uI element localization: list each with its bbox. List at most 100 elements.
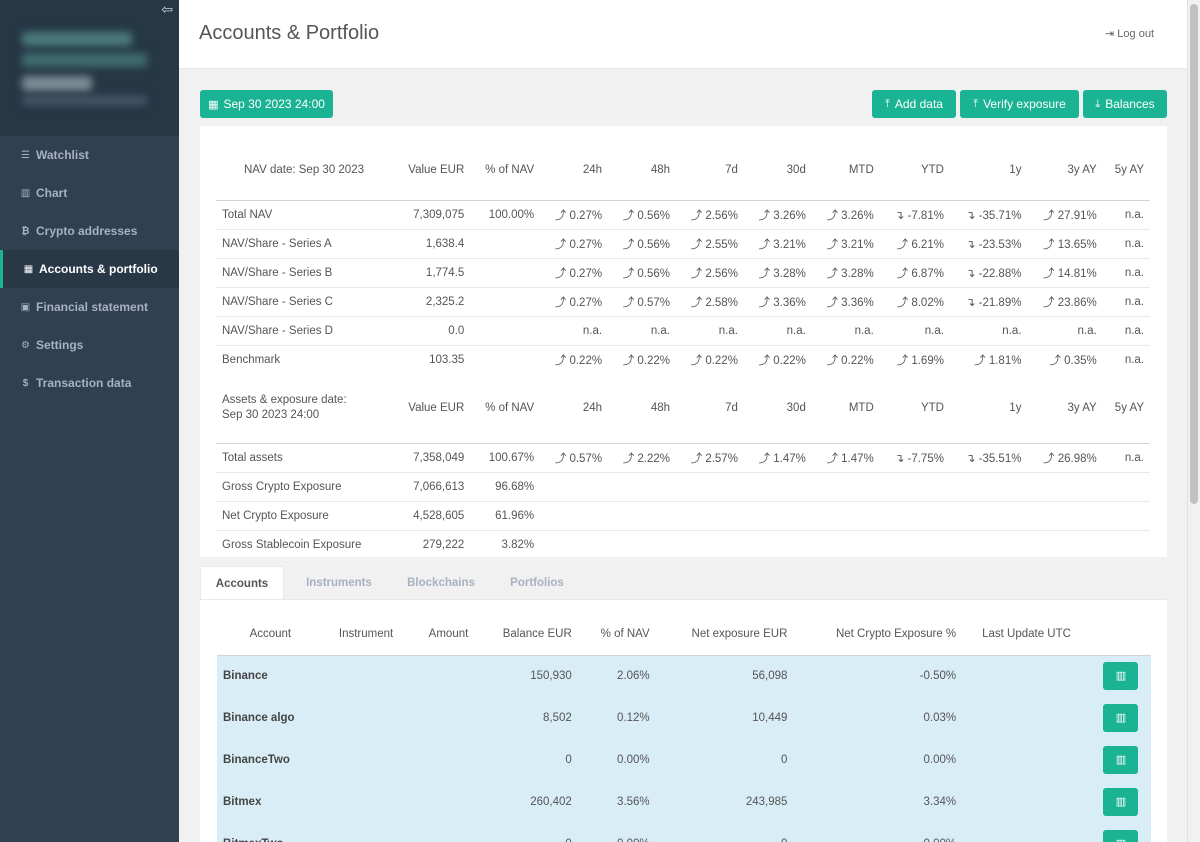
table-row[interactable]: Binance algo 8,502 0.12% 10,449 0.03% ▥ bbox=[217, 697, 1151, 739]
logout-link[interactable]: ⇥ Log out bbox=[1105, 27, 1154, 40]
tab-instruments[interactable]: Instruments bbox=[306, 577, 372, 589]
tab-portfolios[interactable]: Portfolios bbox=[510, 577, 564, 589]
vertical-scrollbar[interactable] bbox=[1187, 0, 1200, 842]
net-crypto-exposure-pct: 0.03% bbox=[793, 697, 963, 739]
sidebar-item-label: Accounts & portfolio bbox=[39, 262, 158, 276]
table-row[interactable]: BitmexTwo00.00%00.00%▥ bbox=[217, 823, 1151, 842]
perf-cell: ⤴ 2.56% bbox=[676, 199, 744, 229]
perf-value: 0.22% bbox=[841, 354, 874, 367]
value-eur: 7,066,613 bbox=[392, 471, 471, 501]
scrollbar-thumb[interactable] bbox=[1190, 4, 1198, 504]
arrow-down-icon: ↴ bbox=[965, 267, 979, 280]
empty-cell bbox=[811, 529, 880, 559]
perf-value: 0.22% bbox=[569, 354, 603, 367]
perf-value: 0.22% bbox=[705, 354, 738, 367]
perf-cell: ⤴ 0.56% bbox=[608, 228, 676, 258]
perf-value: 2.57% bbox=[705, 452, 738, 465]
tab-blockchains[interactable]: Blockchains bbox=[407, 577, 475, 589]
sidebar: ⇦ ☰ Watchlist ▥ Chart ₿ Crypto addresses ▦ Acco… bbox=[0, 0, 179, 842]
account-chart-button[interactable]: ▥ bbox=[1103, 704, 1139, 732]
perf-cell: ⤴ 3.26% bbox=[743, 199, 812, 229]
perf-cell: n.a. bbox=[676, 315, 744, 345]
arrow-up-icon: ⤴ bbox=[896, 296, 912, 309]
instrument bbox=[323, 781, 409, 823]
perf-cell: n.a. bbox=[1102, 199, 1150, 229]
sidebar-item-accounts-portfolio[interactable]: ▦ Accounts & portfolio bbox=[0, 250, 179, 288]
sidebar-item-watchlist[interactable]: ☰ Watchlist bbox=[0, 136, 179, 174]
perf-cell: ⤴ 0.22% bbox=[743, 344, 812, 374]
perf-value: 2.56% bbox=[705, 209, 738, 222]
perf-cell: ⤴ 2.58% bbox=[676, 286, 744, 316]
pct-of-nav: 3.56% bbox=[577, 781, 656, 823]
date-picker-button[interactable]: ▦ Sep 30 2023 24:00 bbox=[200, 90, 333, 118]
sidebar-item-chart[interactable]: ▥ Chart bbox=[0, 174, 179, 212]
perf-cell: ⤴ 27.91% bbox=[1027, 199, 1103, 229]
balances-button[interactable]: ⤓ Balances bbox=[1083, 90, 1167, 118]
arrow-up-icon: ⤴ bbox=[554, 296, 570, 309]
arrow-up-icon: ⤴ bbox=[758, 296, 774, 309]
column-header: 48h bbox=[650, 402, 670, 415]
account-chart-button[interactable]: ▥ bbox=[1103, 788, 1139, 816]
row-label: NAV/Share - Series A bbox=[216, 228, 393, 258]
collapse-sidebar-icon[interactable]: ⇦ bbox=[161, 1, 173, 17]
perf-cell: ⤴ 2.56% bbox=[676, 257, 744, 287]
empty-cell bbox=[949, 529, 1028, 559]
column-header: 30d bbox=[786, 402, 806, 415]
sidebar-item-label: Financial statement bbox=[36, 300, 149, 314]
sidebar-nav: ☰ Watchlist ▥ Chart ₿ Crypto addresses ▦ Accoun… bbox=[0, 136, 179, 402]
pct-of-nav: 100.67% bbox=[470, 442, 541, 472]
perf-cell: n.a. bbox=[608, 315, 676, 345]
arrow-up-icon: ⤴ bbox=[622, 238, 638, 251]
perf-cell: ⤴ 13.65% bbox=[1027, 228, 1103, 258]
perf-value: -7.75% bbox=[907, 452, 944, 465]
sidebar-item-financial-statement[interactable]: ▣ Financial statement bbox=[0, 288, 179, 326]
perf-cell: ↴ -7.75% bbox=[879, 442, 950, 472]
empty-cell bbox=[1102, 500, 1150, 530]
account-chart-button[interactable]: ▥ bbox=[1103, 830, 1139, 842]
nav-row: NAV/Share - Series B 1,774.5 ⤴ 0.27% ⤴ 0.56… bbox=[216, 257, 1150, 287]
add-data-button[interactable]: ⤒ Add data bbox=[872, 90, 956, 118]
last-update bbox=[962, 823, 1091, 842]
arrow-up-icon: ⤴ bbox=[690, 296, 706, 309]
accounts-tab-panel: Account Instrument Amount Balance EUR% of N… bbox=[200, 599, 1167, 842]
last-update bbox=[962, 697, 1091, 739]
perf-cell: ⤴ 14.81% bbox=[1027, 257, 1103, 287]
perf-value: 2.56% bbox=[705, 267, 738, 280]
column-header: Amount bbox=[408, 614, 475, 656]
column-header bbox=[1090, 614, 1151, 656]
empty-cell bbox=[743, 500, 812, 530]
amount bbox=[408, 739, 475, 781]
table-row[interactable]: Binance 150,930 2.06% 56,098 -0.50% ▥ bbox=[217, 655, 1151, 697]
perf-cell: n.a. bbox=[743, 315, 812, 345]
amount bbox=[408, 781, 475, 823]
account-chart-button[interactable]: ▥ bbox=[1103, 746, 1139, 774]
perf-cell: ↴ -35.51% bbox=[949, 442, 1028, 472]
perf-cell: ⤴ 0.57% bbox=[540, 442, 609, 472]
nav-row: NAV/Share - Series D 0.0 n.a. n.a. n.a. n.a. n… bbox=[216, 315, 1150, 345]
table-row[interactable]: Bitmex 260,402 3.56% 243,985 3.34% ▥ bbox=[217, 781, 1151, 823]
perf-cell: n.a. bbox=[811, 315, 880, 345]
table-row[interactable]: BinanceTwo 0 0.00% 0 0.00% ▥ bbox=[217, 739, 1151, 781]
perf-cell: ⤴ 1.47% bbox=[811, 442, 880, 472]
perf-value: 2.58% bbox=[705, 296, 738, 309]
nav-row: Total NAV 7,309,075 100.00% ⤴ 0.27% ⤴ 0.56% ⤴… bbox=[216, 199, 1150, 229]
sidebar-item-settings[interactable]: ⚙ Settings bbox=[0, 326, 179, 364]
column-header: Net exposure EUR bbox=[655, 614, 794, 656]
perf-value: 0.27% bbox=[569, 267, 603, 280]
perf-value: 0.57% bbox=[569, 452, 603, 465]
column-header: Assets & exposure date: Sep 30 2023 24:00 bbox=[216, 374, 392, 443]
sidebar-item-transaction-data[interactable]: $ Transaction data bbox=[0, 364, 179, 402]
account-chart-button[interactable]: ▥ bbox=[1103, 662, 1139, 691]
bitcoin-icon: ₿ bbox=[21, 225, 30, 237]
perf-value: 1.47% bbox=[773, 452, 806, 465]
arrow-up-icon: ⤴ bbox=[622, 354, 638, 367]
pct-of-nav: 96.68% bbox=[470, 471, 541, 501]
perf-value: 3.26% bbox=[841, 209, 874, 222]
arrow-down-icon: ↴ bbox=[965, 452, 979, 465]
tab-accounts[interactable]: Accounts bbox=[200, 566, 284, 600]
account-name: BitmexTwo bbox=[217, 823, 324, 842]
sidebar-item-crypto-addresses[interactable]: ₿ Crypto addresses bbox=[0, 212, 179, 250]
upload-icon: ⤒ bbox=[885, 97, 890, 110]
verify-exposure-button[interactable]: ⤒ Verify exposure bbox=[960, 90, 1079, 118]
value-eur: 1,774.5 bbox=[392, 257, 471, 287]
